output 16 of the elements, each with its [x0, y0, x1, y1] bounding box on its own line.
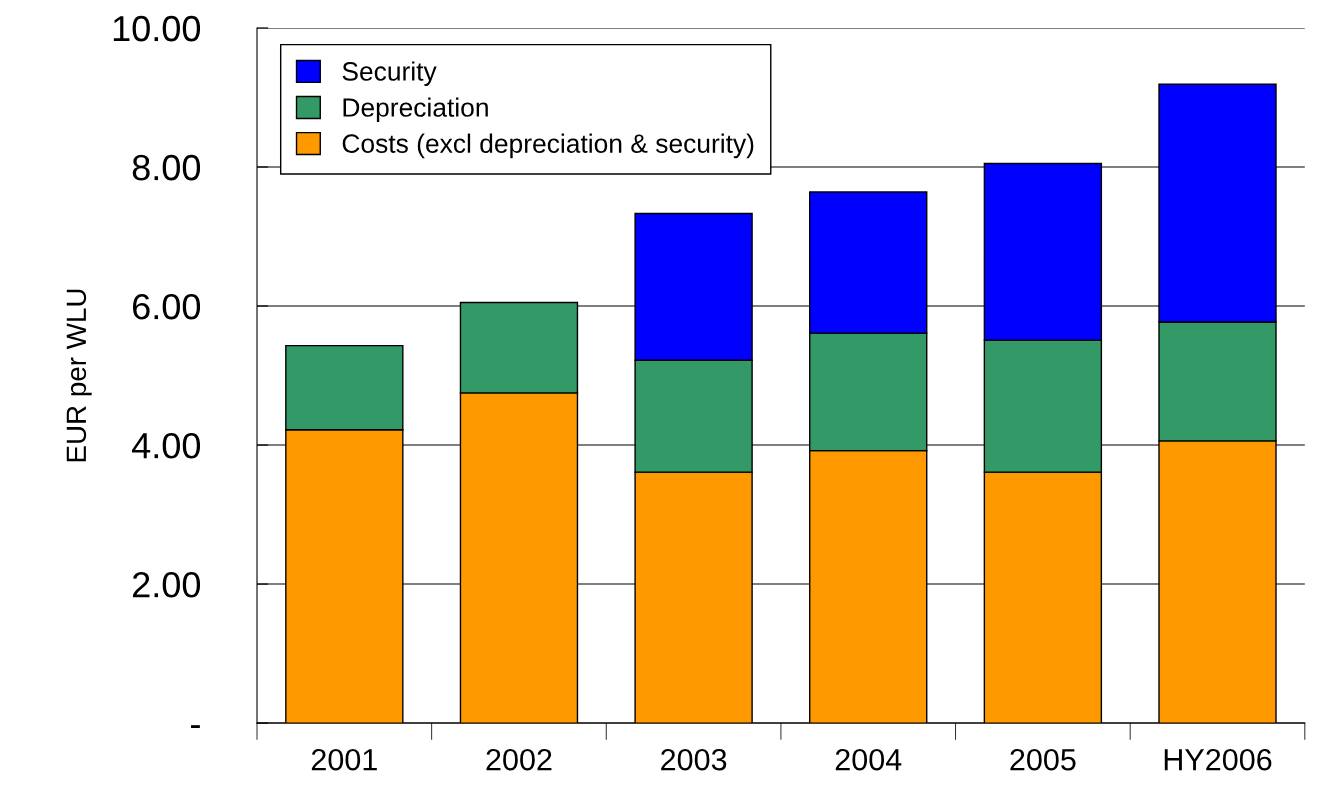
y-tick-label: 4.00: [132, 432, 201, 459]
x-tick-label: HY2006: [1164, 748, 1272, 771]
legend-label: Depreciation: [343, 97, 488, 123]
y-axis-title: EUR per WLU: [66, 289, 92, 462]
y-tick-label: 8.00: [132, 154, 201, 181]
x-tick-label: 2001: [311, 748, 377, 771]
legend-label: Costs (excl depreciation & security): [342, 133, 754, 159]
y-tick-label: 6.00: [133, 293, 201, 320]
x-tick-label: 2004: [835, 748, 902, 771]
x-tick-label: 2005: [1010, 748, 1076, 771]
y-tick-label: 10.00: [113, 15, 201, 42]
y-tick-label: -: [191, 725, 200, 728]
x-tick-label: 2002: [486, 748, 552, 771]
x-tick-label: 2003: [661, 748, 727, 771]
y-tick-label: 2.00: [133, 571, 201, 598]
legend-label: Security: [342, 61, 437, 86]
